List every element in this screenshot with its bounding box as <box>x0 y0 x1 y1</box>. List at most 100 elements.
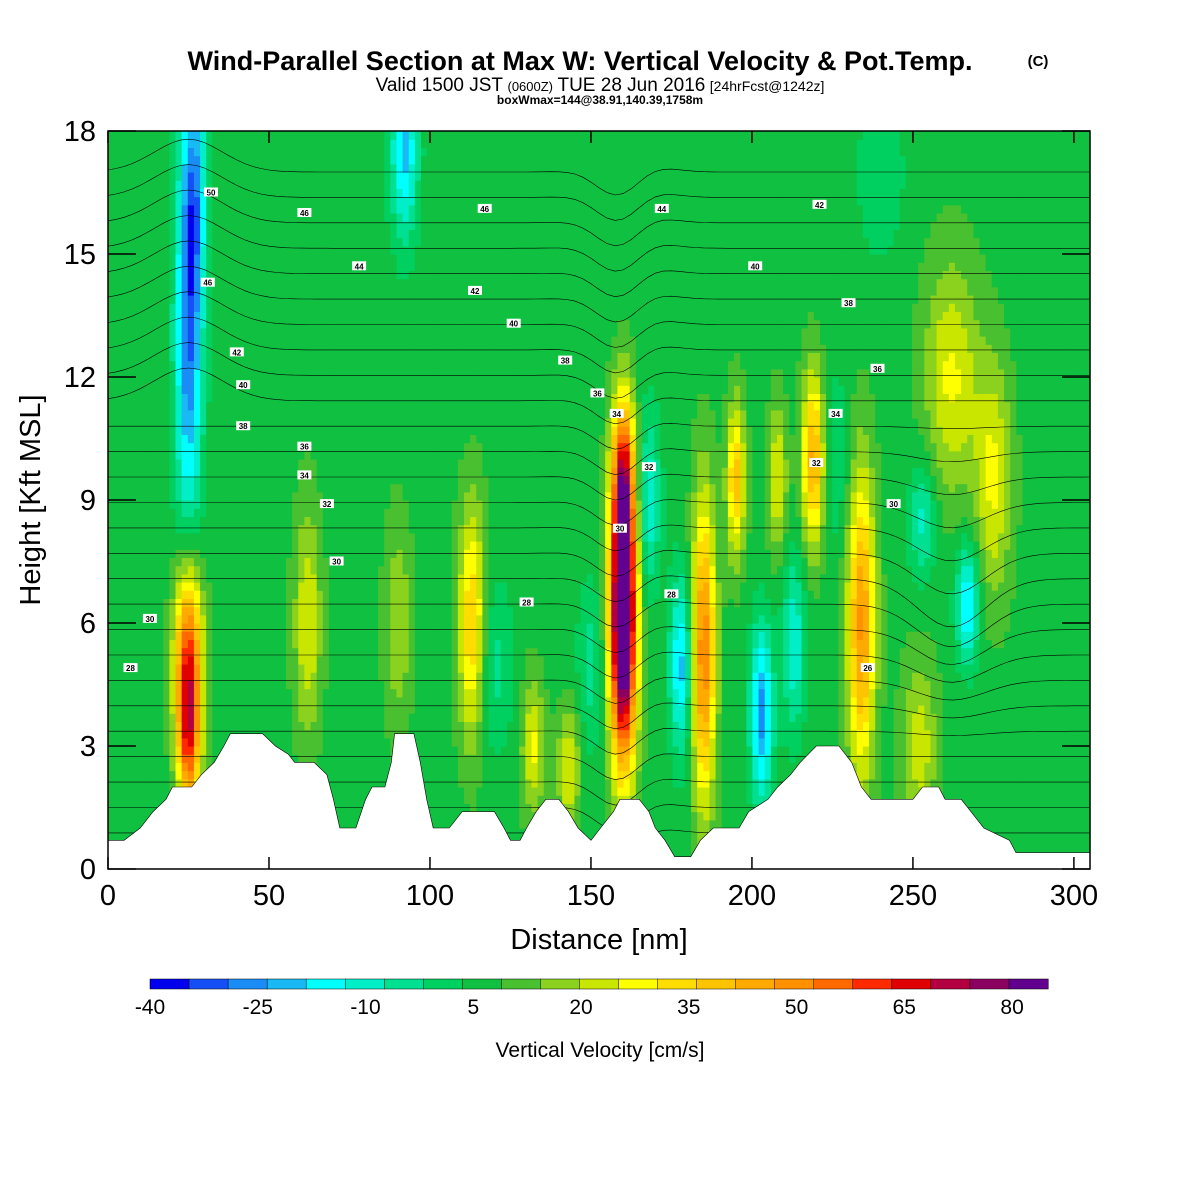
field-cell <box>396 639 404 649</box>
field-cell <box>445 639 453 649</box>
field-cell <box>236 606 244 616</box>
field-cell <box>236 163 244 173</box>
field-cell <box>414 352 422 362</box>
field-cell <box>206 557 213 567</box>
field-cell <box>322 270 330 280</box>
field-cell <box>421 655 428 665</box>
field-cell <box>243 450 250 460</box>
field-cell <box>144 778 152 788</box>
field-cell <box>365 327 373 337</box>
field-cell <box>359 557 367 567</box>
field-cell <box>138 762 146 772</box>
field-cell <box>212 467 220 476</box>
field-cell <box>371 262 379 271</box>
field-cell <box>236 286 244 296</box>
field-cell <box>163 483 170 493</box>
field-cell <box>285 647 293 657</box>
field-cell <box>396 368 404 378</box>
field-cell <box>292 746 299 755</box>
field-cell <box>255 426 263 435</box>
field-cell <box>310 196 318 206</box>
field-cell <box>150 803 158 813</box>
field-cell <box>249 401 256 411</box>
field-cell <box>267 163 275 173</box>
field-cell <box>298 368 305 378</box>
field-cell <box>132 385 140 394</box>
field-cell <box>108 409 115 419</box>
field-cell <box>347 762 355 772</box>
field-cell <box>157 352 164 362</box>
field-cell <box>230 672 238 681</box>
field-cell <box>224 442 232 452</box>
field-cell <box>347 336 355 345</box>
field-cell <box>175 229 183 239</box>
field-cell <box>114 770 121 780</box>
field-cell <box>421 623 428 632</box>
field-cell <box>224 483 232 493</box>
field-cell <box>212 647 220 657</box>
field-cell <box>169 434 177 444</box>
field-cell <box>132 131 140 140</box>
field-cell <box>347 245 355 255</box>
field-cell <box>224 713 232 722</box>
field-cell <box>150 491 158 501</box>
field-cell <box>267 385 275 394</box>
field-cell <box>347 614 355 624</box>
field-cell <box>108 647 115 657</box>
field-cell <box>316 426 324 435</box>
field-cell <box>341 188 348 198</box>
field-cell <box>445 582 453 591</box>
field-cell <box>200 475 207 485</box>
field-cell <box>236 713 244 722</box>
field-cell <box>439 286 447 296</box>
field-cell <box>150 565 158 575</box>
field-cell <box>218 172 226 181</box>
field-cell <box>249 155 256 165</box>
field-cell <box>279 336 287 345</box>
field-cell <box>335 647 342 657</box>
field-cell <box>371 639 379 649</box>
field-cell <box>206 336 213 345</box>
field-cell <box>408 434 416 444</box>
field-cell <box>335 598 342 608</box>
field-cell <box>120 229 128 239</box>
field-cell <box>236 442 244 452</box>
field-cell <box>414 491 422 501</box>
field-cell <box>108 418 115 427</box>
field-cell <box>298 705 305 714</box>
field-cell <box>353 459 361 468</box>
field-cell <box>181 344 189 353</box>
field-cell <box>218 229 226 239</box>
field-cell <box>353 680 361 690</box>
field-cell <box>150 401 158 411</box>
field-cell <box>390 729 398 739</box>
field-cell <box>163 491 170 501</box>
field-cell <box>353 344 361 353</box>
field-cell <box>359 639 367 649</box>
field-cell <box>433 393 441 403</box>
field-cell <box>206 672 213 681</box>
field-cell <box>157 467 164 476</box>
field-cell <box>138 705 146 714</box>
field-cell <box>200 582 207 591</box>
field-cell <box>371 450 379 460</box>
field-cell <box>390 393 398 403</box>
field-cell <box>193 368 201 378</box>
field-cell <box>138 688 146 698</box>
field-cell <box>304 213 312 222</box>
field-cell <box>163 188 170 198</box>
field-cell <box>353 196 361 206</box>
field-cell <box>193 377 201 386</box>
field-cell <box>439 319 447 329</box>
field-cell <box>279 418 287 427</box>
field-cell <box>439 639 447 649</box>
field-cell <box>322 516 330 526</box>
field-cell <box>169 196 177 206</box>
field-cell <box>144 442 152 452</box>
field-cell <box>200 409 207 419</box>
field-cell <box>200 434 207 444</box>
field-cell <box>169 737 177 747</box>
field-cell <box>138 270 146 280</box>
field-cell <box>353 377 361 386</box>
